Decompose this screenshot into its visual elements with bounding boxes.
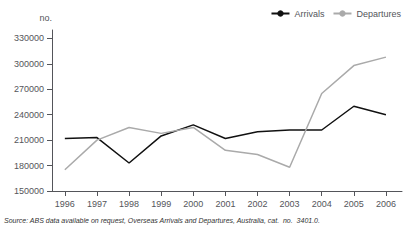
svg-text:Departures: Departures (356, 9, 401, 19)
svg-text:1998: 1998 (119, 199, 139, 209)
svg-text:1999: 1999 (151, 199, 171, 209)
svg-text:240000: 240000 (14, 110, 44, 120)
svg-text:no.: no. (39, 13, 52, 23)
svg-text:210000: 210000 (14, 135, 44, 145)
svg-text:150000: 150000 (14, 186, 44, 196)
svg-text:1996: 1996 (55, 199, 75, 209)
svg-text:2004: 2004 (312, 199, 332, 209)
svg-text:2000: 2000 (183, 199, 203, 209)
svg-text:270000: 270000 (14, 84, 44, 94)
svg-text:2001: 2001 (215, 199, 235, 209)
svg-text:2005: 2005 (344, 199, 364, 209)
svg-text:180000: 180000 (14, 161, 44, 171)
svg-text:2002: 2002 (247, 199, 267, 209)
svg-text:Source: ABS data available on: Source: ABS data available on request, O… (4, 217, 320, 225)
svg-text:Arrivals: Arrivals (294, 9, 325, 19)
svg-text:300000: 300000 (14, 59, 44, 69)
svg-text:330000: 330000 (14, 33, 44, 43)
svg-text:2006: 2006 (376, 199, 396, 209)
svg-text:1997: 1997 (87, 199, 107, 209)
svg-text:2003: 2003 (280, 199, 300, 209)
